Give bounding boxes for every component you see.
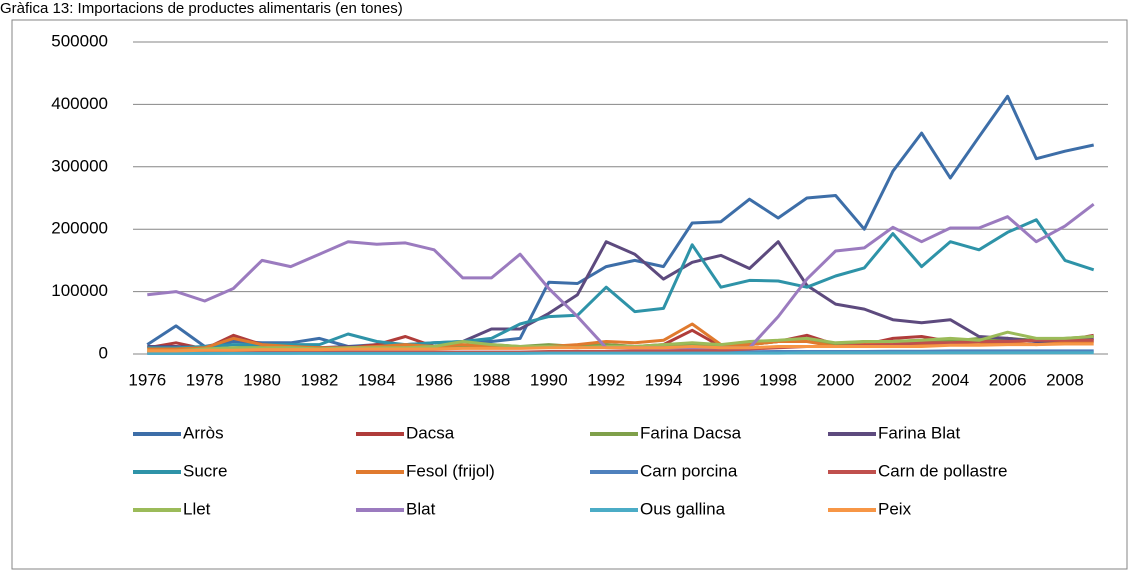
- y-tick-label: 300000: [51, 156, 108, 175]
- y-tick-label: 500000: [51, 31, 108, 50]
- x-tick-label: 1986: [415, 370, 453, 389]
- y-tick-label: 100000: [51, 281, 108, 300]
- x-tick-label: 1994: [645, 370, 683, 389]
- series-line: [146, 94, 1095, 348]
- legend-label: Llet: [183, 499, 211, 518]
- x-tick-label: 2004: [931, 370, 969, 389]
- series-line: [147, 218, 1095, 350]
- x-tick-label: 1998: [759, 370, 797, 389]
- legend-label: Peix: [878, 499, 912, 518]
- chart-title: Gràfica 13: Importacions de productes al…: [0, 0, 403, 17]
- legend-label: Carn porcina: [640, 461, 738, 480]
- legend-label: Dacsa: [406, 423, 455, 442]
- x-tick-label: 1978: [186, 370, 224, 389]
- chart-border: [11, 19, 1128, 570]
- x-tick-label: 2000: [817, 370, 855, 389]
- x-tick-label: 1990: [530, 370, 568, 389]
- legend-label: Farina Blat: [878, 423, 960, 442]
- x-tick-label: 1982: [300, 370, 338, 389]
- y-tick-label: 200000: [51, 219, 108, 238]
- x-tick-label: 1992: [587, 370, 625, 389]
- series-line: [147, 342, 1094, 353]
- x-tick-label: 1976: [128, 370, 166, 389]
- x-tick-label: 1988: [473, 370, 511, 389]
- legend-label: Carn de pollastre: [878, 461, 1007, 480]
- x-tick-label: 1984: [358, 370, 396, 389]
- x-tick-label: 1980: [243, 370, 281, 389]
- legend-label: Ous gallina: [640, 499, 726, 518]
- x-tick-label: 2008: [1046, 370, 1084, 389]
- series-line: [147, 351, 1094, 355]
- x-tick-label: 1996: [702, 370, 740, 389]
- y-tick-label: 0: [99, 343, 108, 362]
- legend-label: Arròs: [183, 423, 224, 442]
- y-tick-label: 400000: [51, 94, 108, 113]
- x-tick-label: 2002: [874, 370, 912, 389]
- legend-label: Farina Dacsa: [640, 423, 742, 442]
- x-tick-label: 2006: [989, 370, 1027, 389]
- legend-label: Blat: [406, 499, 436, 518]
- legend-label: Fesol (frijol): [406, 461, 495, 480]
- legend-label: Sucre: [183, 461, 227, 480]
